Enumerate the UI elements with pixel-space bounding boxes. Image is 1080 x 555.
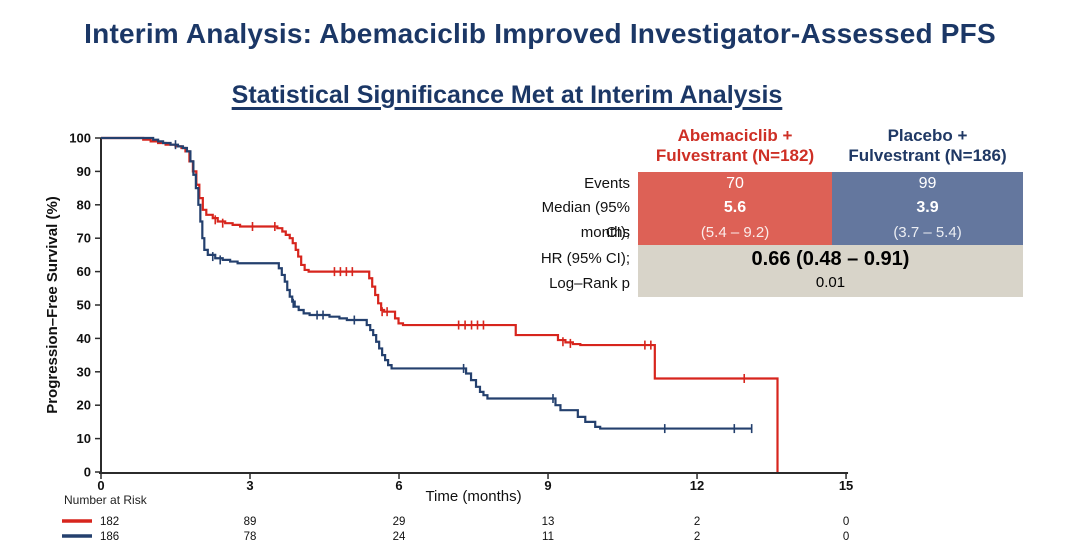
column-header-line: Fulvestrant (N=186): [848, 146, 1007, 165]
x-tick-label: 15: [839, 478, 853, 493]
abemaciclib-events-value: 70: [726, 175, 744, 192]
hr-value: 0.66 (0.48 – 0.91): [751, 248, 910, 270]
y-tick-label: 40: [77, 331, 91, 346]
abemaciclib-median-value: 5.6: [723, 199, 747, 216]
column-header-line: Fulvestrant (N=182): [655, 146, 815, 165]
y-axis-title: Progression–Free Survival (%): [44, 196, 61, 414]
risk-count: 78: [244, 531, 257, 543]
risk-count: 0: [843, 531, 849, 543]
y-tick-label: 90: [77, 164, 91, 179]
placebo-median-value: 3.9: [916, 199, 939, 216]
column-header-placebo: Placebo + Fulvestrant (N=186): [832, 126, 1023, 172]
abemaciclib-ci-value: (5.4 – 9.2): [700, 224, 770, 241]
column-header-line: Placebo +: [887, 126, 968, 145]
y-tick-label: 30: [77, 364, 91, 379]
placebo-events-value: 99: [918, 175, 937, 192]
x-tick-label: 6: [395, 478, 402, 493]
risk-count: 24: [393, 531, 406, 543]
y-tick-label: 50: [77, 298, 91, 313]
p-value: 0.01: [815, 274, 846, 291]
summary-table: Abemaciclib + Fulvestrant (N=182) Placeb…: [522, 126, 1023, 297]
risk-count: 89: [244, 516, 257, 528]
risk-count: 186: [100, 531, 119, 543]
column-header-abemaciclib: Abemaciclib + Fulvestrant (N=182): [638, 126, 832, 172]
km-curve-placebo: [101, 136, 752, 430]
x-tick-label: 0: [97, 478, 104, 493]
risk-count: 182: [100, 516, 119, 528]
placebo-ci-value: (3.7 – 5.4): [893, 224, 962, 241]
row-label-hr: HR (95% CI);: [540, 250, 630, 267]
cell-hr-logrank: 0.66 (0.48 – 0.91) 0.01: [638, 245, 1023, 297]
x-axis-title: Time (months): [425, 488, 521, 505]
y-tick-label: 70: [77, 231, 91, 246]
x-tick-label: 3: [246, 478, 253, 493]
x-tick-label: 12: [690, 478, 704, 493]
page-subtitle: Statistical Significance Met at Interim …: [231, 81, 783, 109]
number-at-risk-label: Number at Risk: [64, 493, 148, 507]
row-label-logrank: Log–Rank p: [549, 275, 630, 292]
y-tick-label: 60: [77, 264, 91, 279]
row-label-events: Events: [584, 175, 630, 192]
page-title: Interim Analysis: Abemaciclib Improved I…: [84, 18, 996, 49]
y-tick-label: 20: [77, 398, 91, 413]
risk-count: 2: [694, 531, 700, 543]
risk-count: 13: [542, 516, 555, 528]
x-tick-label: 9: [544, 478, 551, 493]
column-header-line: Abemaciclib +: [677, 126, 793, 145]
cell-placebo: 99 3.9 (3.7 – 5.4): [832, 172, 1023, 245]
y-tick-label: 100: [69, 131, 91, 146]
risk-count: 0: [843, 516, 849, 528]
risk-count: 11: [542, 531, 554, 543]
y-tick-label: 0: [84, 465, 91, 480]
risk-count: 2: [694, 516, 700, 528]
cell-abemaciclib: 70 5.6 (5.4 – 9.2): [638, 172, 832, 245]
row-labels-bottom: HR (95% CI); Log–Rank p: [522, 245, 638, 297]
risk-count: 29: [393, 516, 406, 528]
summary-table-corner: [522, 126, 638, 172]
row-labels-top: Events Median (95% CI); months: [522, 172, 638, 245]
y-tick-label: 80: [77, 197, 91, 212]
row-label-months: months: [580, 224, 630, 241]
row-label-median: Median (95% CI);: [541, 199, 630, 241]
y-tick-label: 10: [77, 431, 91, 446]
